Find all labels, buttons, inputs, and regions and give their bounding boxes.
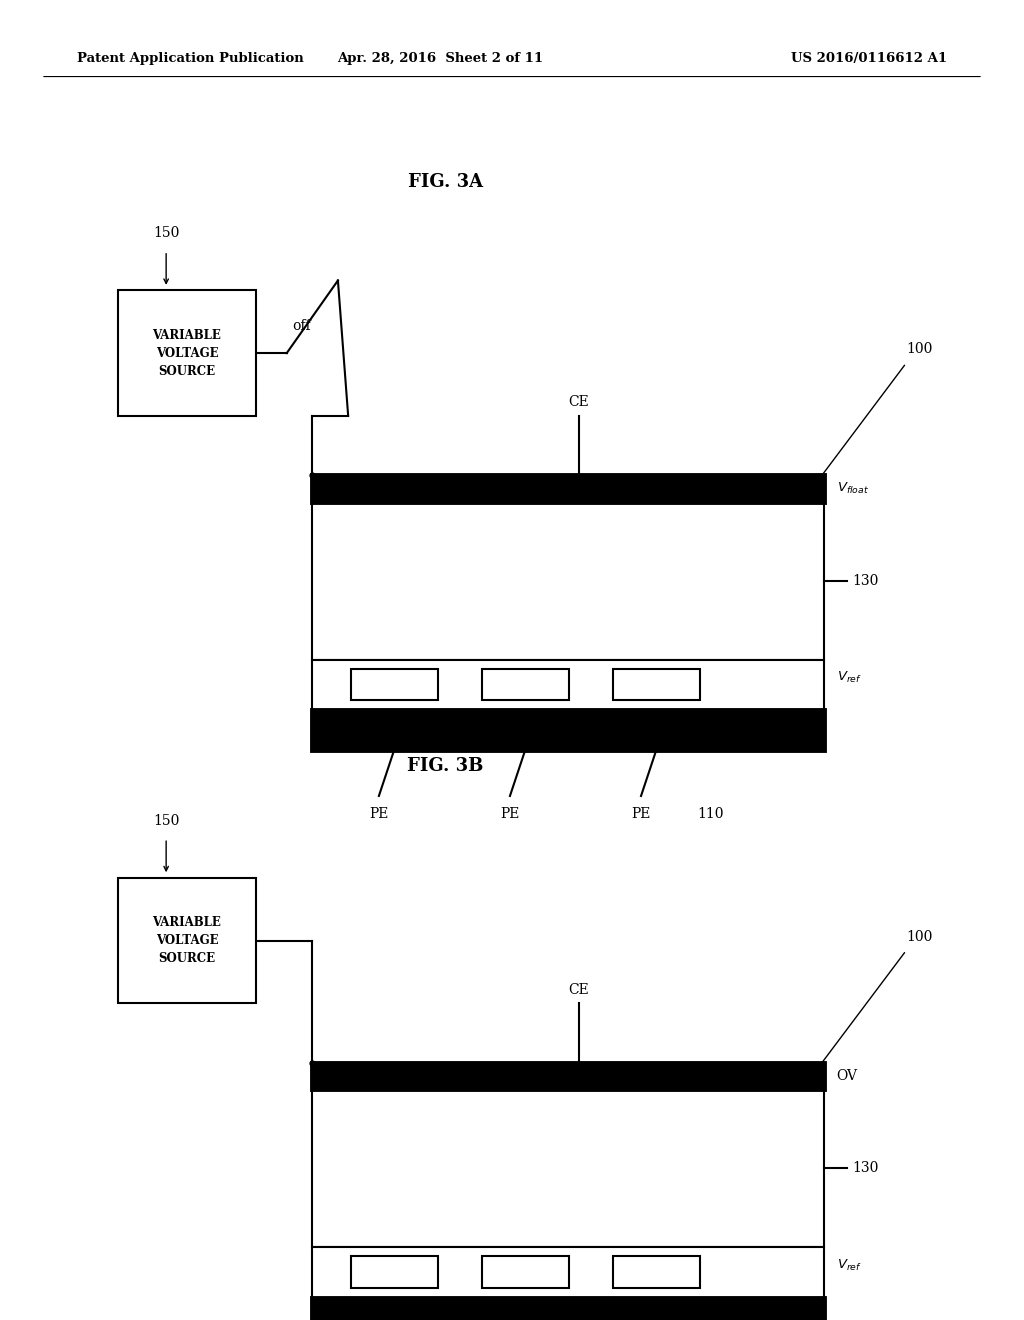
Bar bbox=[312, 502, 824, 660]
Bar bbox=[312, 1089, 824, 1247]
Text: PE: PE bbox=[501, 807, 519, 821]
Text: CE: CE bbox=[568, 982, 589, 997]
Text: $V_{float}$: $V_{float}$ bbox=[837, 480, 868, 496]
Text: $V_{ref}$: $V_{ref}$ bbox=[837, 671, 861, 685]
Text: FIG. 3B: FIG. 3B bbox=[408, 756, 483, 775]
Text: Patent Application Publication: Patent Application Publication bbox=[77, 51, 303, 65]
Text: $V_{ref}$: $V_{ref}$ bbox=[837, 1258, 861, 1272]
Bar bbox=[312, 475, 824, 502]
Text: 110: 110 bbox=[697, 807, 724, 821]
Text: 150: 150 bbox=[153, 813, 179, 828]
Bar bbox=[118, 290, 256, 416]
Bar bbox=[312, 1063, 824, 1089]
Bar bbox=[612, 669, 700, 700]
Bar bbox=[350, 669, 438, 700]
Bar bbox=[118, 878, 256, 1003]
Bar bbox=[312, 710, 824, 750]
Bar bbox=[482, 1257, 569, 1287]
Bar bbox=[312, 660, 824, 710]
Bar bbox=[312, 1298, 824, 1320]
Text: 100: 100 bbox=[906, 342, 933, 356]
Bar bbox=[350, 1257, 438, 1287]
Bar bbox=[312, 1247, 824, 1298]
Text: PE: PE bbox=[632, 807, 650, 821]
Text: CE: CE bbox=[568, 395, 589, 409]
Text: US 2016/0116612 A1: US 2016/0116612 A1 bbox=[792, 51, 947, 65]
Text: Apr. 28, 2016  Sheet 2 of 11: Apr. 28, 2016 Sheet 2 of 11 bbox=[337, 51, 544, 65]
Text: OV: OV bbox=[837, 1069, 858, 1082]
Text: off: off bbox=[292, 319, 310, 333]
Text: FIG. 3A: FIG. 3A bbox=[408, 173, 483, 191]
Text: 130: 130 bbox=[852, 574, 879, 587]
Text: 100: 100 bbox=[906, 929, 933, 944]
Bar bbox=[482, 669, 569, 700]
Text: 150: 150 bbox=[153, 226, 179, 240]
Text: VARIABLE
VOLTAGE
SOURCE: VARIABLE VOLTAGE SOURCE bbox=[153, 329, 221, 378]
Text: VARIABLE
VOLTAGE
SOURCE: VARIABLE VOLTAGE SOURCE bbox=[153, 916, 221, 965]
Text: PE: PE bbox=[370, 807, 388, 821]
Text: 130: 130 bbox=[852, 1162, 879, 1175]
Bar bbox=[612, 1257, 700, 1287]
